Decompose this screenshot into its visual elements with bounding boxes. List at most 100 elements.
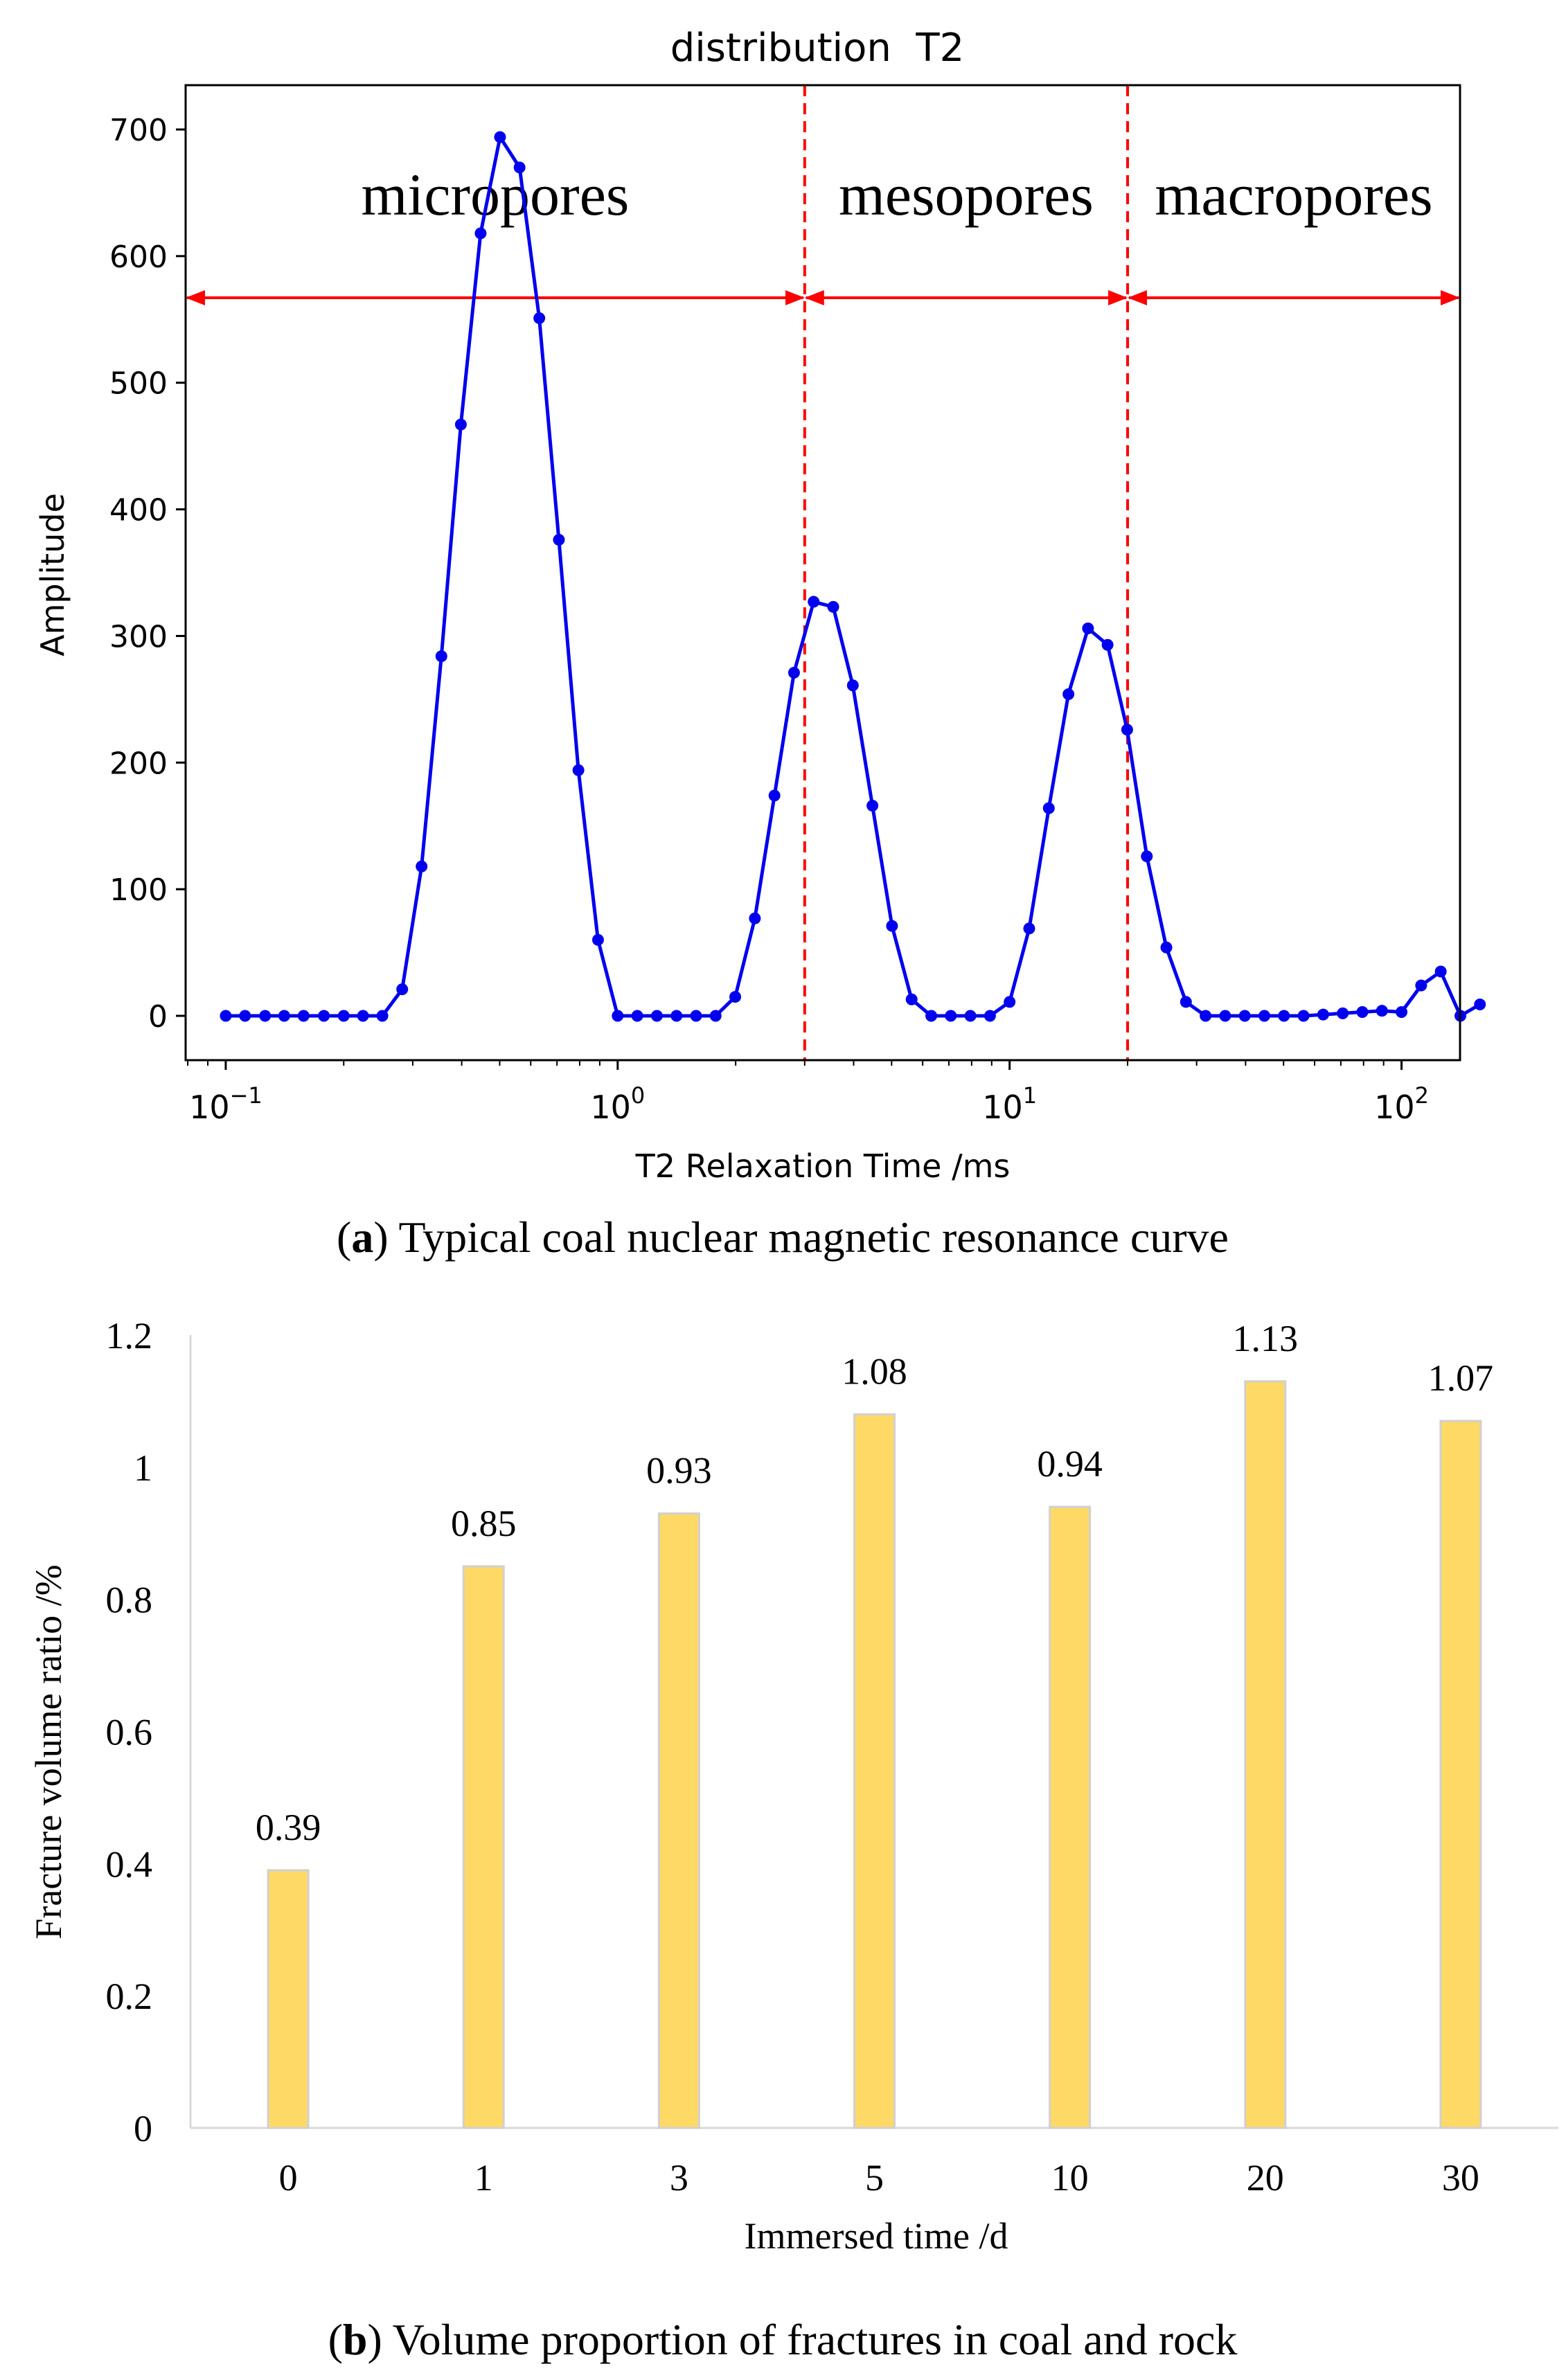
chart-a-x-tick-label: 10−1 xyxy=(189,1082,263,1126)
chart-a-data-point xyxy=(1376,1005,1388,1017)
chart-b-bar xyxy=(657,1512,700,2129)
chart-b-x-tick-label: 5 xyxy=(865,2157,884,2199)
chart-a-data-point xyxy=(1356,1006,1369,1019)
chart-b-y-axis: 0 0.2 0.4 0.6 0.8 1 1.2 xyxy=(106,1315,192,2149)
chart-a-data-point xyxy=(416,860,428,873)
chart-b-x-tick-label: 3 xyxy=(670,2157,688,2199)
chart-b-y-label: Fracture volume ratio /% xyxy=(28,1564,69,1939)
chart-a-data-point xyxy=(435,650,447,663)
chart-b: 0 0.2 0.4 0.6 0.8 1 1.2 0.39 0.85 0.93 1.08 0.94 1.… xyxy=(28,1315,1558,2364)
chart-a-data-point xyxy=(768,789,781,802)
chart-b-x-tick-label: 20 xyxy=(1247,2157,1284,2199)
chart-b-value-label: 1.13 xyxy=(1233,1318,1299,1359)
chart-a-x-tick-label: 102 xyxy=(1374,1082,1429,1126)
chart-b-value-label: 1.08 xyxy=(842,1351,907,1393)
chart-a-data-point xyxy=(709,1010,722,1022)
chart-a-x-tick-exponent: −1 xyxy=(230,1082,263,1109)
chart-a-data-point xyxy=(220,1010,232,1022)
chart-a-data-point xyxy=(591,933,604,946)
chart-a-data-point xyxy=(278,1010,290,1022)
chart-a-data-point xyxy=(690,1010,702,1022)
chart-a-data-point xyxy=(494,131,506,143)
chart-a-data-point xyxy=(376,1010,389,1022)
chart-b-value-label: 1.07 xyxy=(1428,1357,1494,1399)
chart-a-data-point xyxy=(1434,965,1447,978)
chart-b-y-tick-label: 0.8 xyxy=(106,1580,153,1621)
chart-a-caption: (a) Typical coal nuclear magnetic resona… xyxy=(337,1213,1229,1262)
chart-a-region-label: macropores xyxy=(1155,161,1432,228)
chart-a-data-point xyxy=(572,764,585,776)
chart-b-caption-letter: b xyxy=(343,2315,368,2364)
chart-a-y-label: Amplitude xyxy=(34,493,71,656)
chart-a-data-point xyxy=(631,1010,643,1022)
chart-a-data-point xyxy=(866,799,879,812)
chart-a-data-point xyxy=(650,1010,663,1022)
chart-a-data-point xyxy=(318,1010,330,1022)
chart-b-y-tick-label: 1 xyxy=(134,1447,152,1489)
chart-a-data-point xyxy=(513,161,526,174)
chart-a-y-tick-label: 400 xyxy=(109,493,168,528)
chart-a-data-point xyxy=(749,912,761,924)
chart-b-caption: (b) Volume proportion of fractures in co… xyxy=(328,2315,1238,2364)
chart-b-value-labels: 0.39 0.85 0.93 1.08 0.94 1.13 1.07 xyxy=(256,1318,1493,1848)
chart-a-data-point xyxy=(337,1010,350,1022)
chart-a-y-tick-label: 600 xyxy=(109,240,168,275)
chart-b-bars xyxy=(267,1380,1482,2129)
chart-a-x-tick-exponent: 0 xyxy=(631,1082,645,1109)
chart-a-caption-letter: a xyxy=(351,1213,373,1262)
chart-a-data-point xyxy=(1160,941,1173,954)
chart-b-x-tick-label: 30 xyxy=(1442,2157,1479,2199)
chart-a-data-point xyxy=(984,1010,996,1022)
chart-b-bar xyxy=(462,1565,505,2129)
chart-a-data-point xyxy=(925,1010,938,1022)
chart-a-x-axis: 10−1 100 101 102 xyxy=(187,1060,1429,1126)
chart-a-data-point xyxy=(1297,1010,1310,1022)
chart-a-data-point xyxy=(533,312,546,324)
chart-a-data-point xyxy=(808,596,820,608)
chart-a-x-tick-label: 101 xyxy=(982,1082,1037,1126)
chart-a-data-point xyxy=(1101,638,1114,651)
chart-a-data-point xyxy=(297,1010,310,1022)
chart-a-data-point xyxy=(964,1010,977,1022)
chart-b-value-label: 0.93 xyxy=(646,1450,712,1492)
chart-a-data-point xyxy=(1121,724,1133,736)
chart-a-data-point xyxy=(1278,1010,1290,1022)
chart-a-data-point xyxy=(454,418,467,431)
chart-a-data-point xyxy=(259,1010,272,1022)
chart-a-data-point xyxy=(846,679,859,692)
chart-a-data-point xyxy=(1337,1007,1349,1019)
chart-a-data-point xyxy=(1317,1008,1329,1021)
chart-a-data-point xyxy=(396,983,409,996)
chart-a-x-tick-base: 10 xyxy=(982,1089,1023,1126)
chart-a-data-point xyxy=(1180,996,1192,1008)
chart-a-data-point xyxy=(1219,1010,1231,1022)
chart-b-bar xyxy=(267,1869,310,2129)
chart-a-y-tick-label: 300 xyxy=(109,619,168,654)
chart-a-data-point xyxy=(1141,850,1153,863)
chart-a-y-tick-label: 700 xyxy=(109,113,168,148)
chart-a-x-tick-base: 10 xyxy=(1374,1089,1415,1126)
chart-a-x-tick-label: 100 xyxy=(590,1082,645,1126)
chart-a-data-point xyxy=(1396,1006,1408,1019)
chart-a-dividers xyxy=(803,85,1130,1060)
chart-a-region-labels: micropores mesopores macropores xyxy=(361,161,1432,228)
chart-a-data-point xyxy=(729,991,742,1003)
chart-a-data-point xyxy=(905,993,918,1005)
chart-b-y-tick-label: 0.4 xyxy=(106,1843,153,1885)
chart-a-data-point xyxy=(1023,922,1035,935)
chart-b-x-tick-label: 0 xyxy=(279,2157,298,2199)
chart-a-x-tick-exponent: 1 xyxy=(1023,1082,1037,1109)
chart-b-value-label: 0.39 xyxy=(256,1807,321,1848)
chart-b-y-tick-label: 0.2 xyxy=(106,1976,153,2017)
chart-b-value-label: 0.85 xyxy=(451,1503,517,1544)
chart-a-x-tick-base: 10 xyxy=(189,1089,230,1126)
chart-a-y-tick-label: 200 xyxy=(109,746,168,781)
chart-a-data-point xyxy=(553,533,565,546)
chart-a-x-tick-exponent: 2 xyxy=(1415,1082,1429,1109)
chart-a-data-point xyxy=(474,227,487,240)
chart-b-x-label: Immersed time /d xyxy=(745,2215,1008,2257)
chart-a-data-point xyxy=(1042,802,1055,814)
chart-a-x-label: T2 Relaxation Time /ms xyxy=(635,1147,1011,1185)
